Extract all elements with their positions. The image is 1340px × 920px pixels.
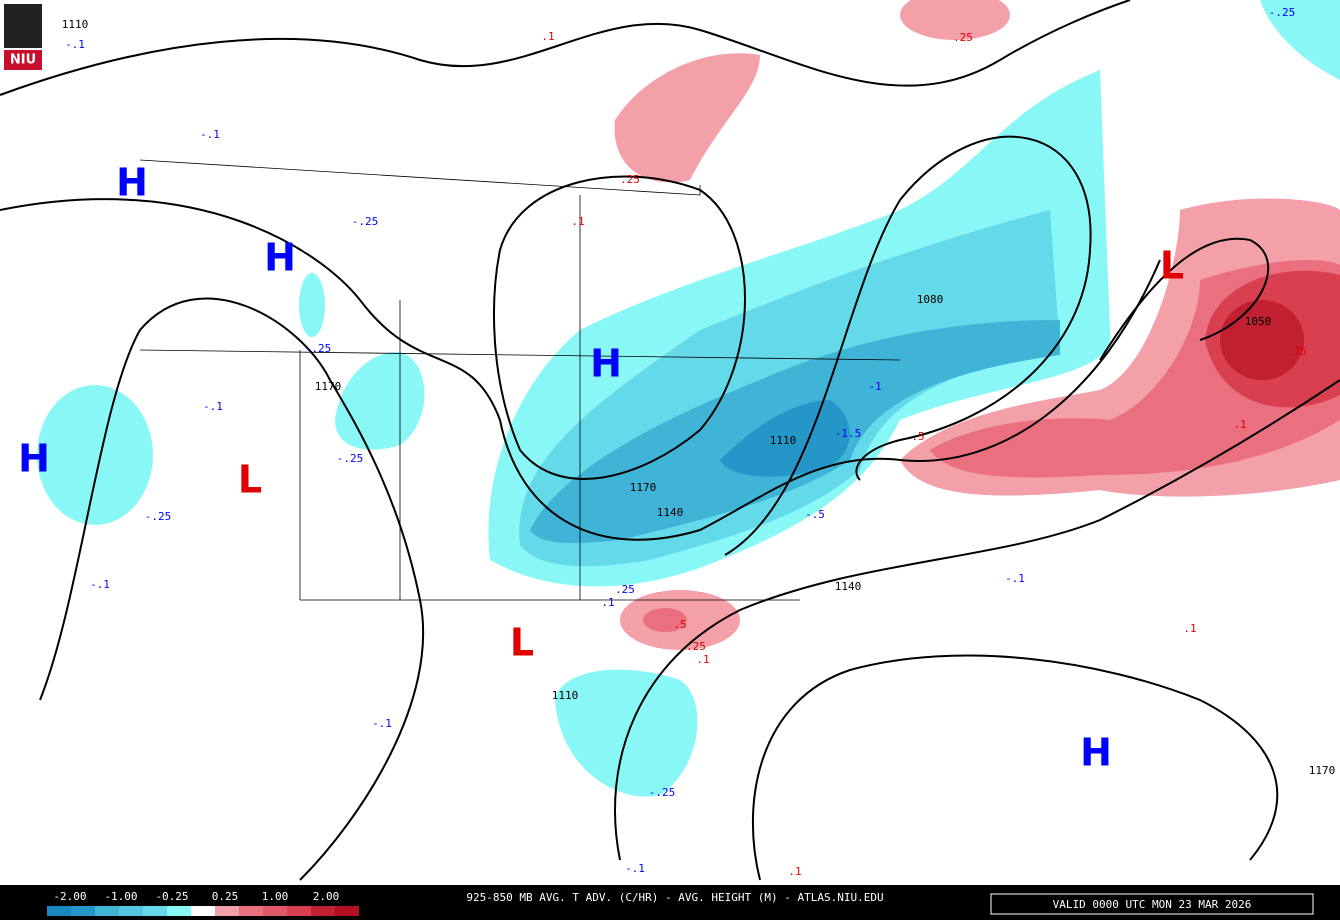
contour-label: .5 (911, 430, 924, 443)
contour-label: -.1 (625, 862, 645, 875)
boundaries (139, 159, 901, 601)
contour-label: 1170 (315, 380, 342, 393)
colorbar-swatch (95, 906, 119, 916)
contour-label: -.5 (805, 508, 825, 521)
colorbar-swatch (191, 906, 215, 916)
colorbar-swatch (263, 906, 287, 916)
cold-advection-shading (37, 0, 1340, 797)
colorbar-swatch (239, 906, 263, 916)
height-contours (0, 0, 1340, 881)
contour-label: 1110 (62, 18, 89, 31)
contour-label: .25 (615, 583, 635, 596)
low-center: L (510, 621, 534, 665)
high-center: H (590, 342, 622, 386)
contour-label: 1110 (770, 434, 797, 447)
contour-label: -.1 (65, 38, 85, 51)
contour-label: -1 (868, 380, 881, 393)
contour-label: 1050 (1245, 315, 1272, 328)
contour-label: .1 (571, 215, 584, 228)
colorbar: -2.00 -1.00 -0.25 0.25 1.00 2.00 (47, 890, 359, 916)
low-center: L (1160, 244, 1184, 288)
contour-labels: 1110-.1.1.25-.25.25.1-.25-.1-.251170-.1-… (62, 6, 1336, 878)
contour-label: -.25 (649, 786, 676, 799)
contour-label: -1.5 (835, 427, 862, 440)
colorbar-label: -2.00 (53, 890, 86, 903)
contour-label: -.1 (203, 400, 223, 413)
contour-label: .5 (673, 618, 686, 631)
contour-label: .25 (620, 173, 640, 186)
colorbar-swatch (215, 906, 239, 916)
colorbar-swatch (287, 906, 311, 916)
contour-label: 1140 (835, 580, 862, 593)
high-center: H (264, 236, 296, 280)
colorbar-swatch (335, 906, 359, 916)
contour-label: 1080 (917, 293, 944, 306)
contour-label: -.1 (200, 128, 220, 141)
colorbar-swatch (119, 906, 143, 916)
high-center: H (18, 437, 50, 481)
contour-label: .1 (1233, 418, 1246, 431)
colorbar-swatch (311, 906, 335, 916)
contour-label: .75 (1287, 345, 1307, 358)
colorbar-label: 1.00 (262, 890, 289, 903)
contour-label: -.25 (305, 342, 332, 355)
contour-label: 1170 (1309, 764, 1336, 777)
contour-label: -.25 (352, 215, 379, 228)
colorbar-label: 0.25 (212, 890, 239, 903)
contour-label: .1 (601, 596, 614, 609)
contour-label: .25 (686, 640, 706, 653)
footer-title: 925-850 MB AVG. T ADV. (C/HR) - AVG. HEI… (466, 891, 883, 904)
valid-box (990, 893, 1314, 915)
colorbar-swatch (167, 906, 191, 916)
contour-label: -.1 (372, 717, 392, 730)
high-center: H (1080, 731, 1112, 775)
logo-text: NIU (10, 53, 36, 68)
contour-label: -.25 (337, 452, 364, 465)
warm-advection-shading (614, 0, 1340, 650)
contour-label: -.25 (1269, 6, 1296, 19)
colorbar-swatch (47, 906, 71, 916)
contour-label: -.1 (1005, 572, 1025, 585)
low-center: L (238, 458, 262, 502)
colorbar-label: -1.00 (104, 890, 137, 903)
contour-label: .1 (541, 30, 554, 43)
contour-label: -.25 (145, 510, 172, 523)
colorbar-swatch (71, 906, 95, 916)
contour-label: .25 (953, 31, 973, 44)
contour-label: -.1 (90, 578, 110, 591)
contour-label: 1140 (657, 506, 684, 519)
logo: NIU (4, 4, 42, 70)
contour-label: .1 (696, 653, 709, 666)
pressure-centers: H H H H L L L H (18, 161, 1184, 775)
colorbar-label: -0.25 (155, 890, 188, 903)
valid-time: VALID 0000 UTC MON 23 MAR 2026 (1053, 898, 1252, 911)
colorbar-label: 2.00 (313, 890, 340, 903)
contour-label: 1110 (552, 689, 579, 702)
colorbar-swatch (143, 906, 167, 916)
high-center: H (116, 161, 148, 205)
contour-label: .1 (1183, 622, 1196, 635)
contour-label: .1 (788, 865, 801, 878)
contour-label: 1170 (630, 481, 657, 494)
